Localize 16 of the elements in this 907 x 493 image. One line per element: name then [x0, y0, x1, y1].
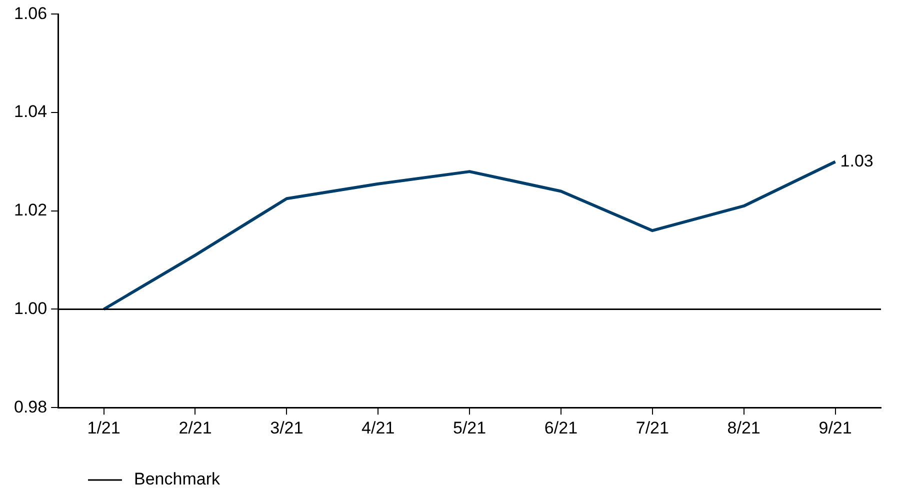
x-tick-label: 3/21	[270, 418, 304, 438]
y-tick-label: 1.06	[14, 4, 48, 23]
x-tick-label: 8/21	[727, 418, 760, 438]
y-tick-label: 1.02	[14, 200, 48, 220]
x-tick-label: 2/21	[178, 418, 212, 438]
x-tick-label: 9/21	[818, 418, 852, 438]
x-tick-label: 5/21	[452, 418, 486, 438]
x-tick-label: 7/21	[636, 418, 669, 438]
x-tick-label: 6/21	[544, 418, 578, 438]
x-tick-label: 1/21	[87, 418, 120, 438]
y-tick-label: 1.04	[14, 102, 48, 122]
x-tick-label: 4/21	[362, 418, 395, 438]
y-tick-label: 0.98	[14, 397, 48, 416]
annotation: 1.03	[840, 151, 874, 170]
y-tick-label: 1.00	[14, 298, 48, 318]
legend-label: Benchmark	[134, 470, 220, 489]
